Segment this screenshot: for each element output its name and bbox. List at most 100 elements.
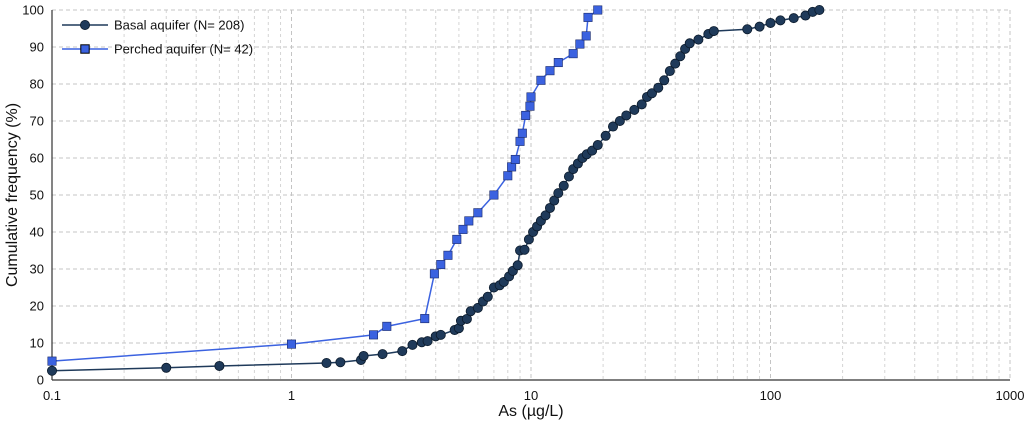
- data-point: [581, 31, 591, 41]
- data-point: [788, 13, 799, 24]
- data-point: [608, 121, 619, 132]
- y-tick-label: 0: [37, 373, 44, 388]
- data-point: [473, 208, 483, 218]
- y-tick-label: 30: [30, 262, 44, 277]
- y-tick-label: 20: [30, 299, 44, 314]
- data-point: [553, 188, 564, 199]
- data-point: [636, 99, 647, 110]
- x-tick-label: 10: [524, 388, 538, 403]
- data-point: [629, 104, 640, 115]
- data-point: [397, 346, 408, 357]
- series-layer: [47, 5, 825, 376]
- data-point: [452, 234, 462, 244]
- data-point: [286, 339, 296, 349]
- data-point: [765, 17, 776, 28]
- data-point: [553, 58, 563, 68]
- data-point: [161, 362, 172, 373]
- data-point: [621, 110, 632, 121]
- data-point: [684, 38, 695, 49]
- data-point: [563, 171, 574, 182]
- legend-entry-1: Basal aquifer (N= 208): [62, 18, 244, 33]
- data-point: [646, 88, 657, 99]
- legend-marker: [80, 19, 91, 30]
- data-point: [693, 34, 704, 45]
- data-point: [653, 82, 664, 93]
- data-point: [407, 339, 418, 350]
- data-point: [775, 15, 786, 26]
- data-point: [422, 336, 433, 347]
- y-tick-label: 40: [30, 225, 44, 240]
- data-point: [420, 314, 430, 324]
- data-point: [583, 12, 593, 22]
- data-point: [517, 128, 527, 138]
- data-point: [47, 365, 58, 376]
- data-point: [600, 130, 611, 141]
- legend: Basal aquifer (N= 208) Perched aquifer (N…: [62, 18, 253, 57]
- data-point: [575, 39, 585, 49]
- data-point: [558, 180, 569, 191]
- data-point: [443, 250, 453, 260]
- y-tick-label: 80: [30, 77, 44, 92]
- y-tick-label: 60: [30, 151, 44, 166]
- legend-label: Perched aquifer (N= 42): [114, 42, 253, 57]
- y-tick-label: 10: [30, 336, 44, 351]
- series-line: [51, 9, 599, 362]
- data-point: [545, 66, 555, 76]
- data-point: [214, 360, 225, 371]
- data-point: [526, 92, 536, 102]
- data-point: [670, 58, 681, 69]
- data-point: [382, 321, 392, 331]
- data-point: [358, 350, 369, 361]
- data-point: [814, 5, 825, 15]
- data-point: [458, 224, 468, 234]
- grid: [51, 9, 1011, 381]
- axes: 0.1 1 10 100 1000 0 10 20 30 40 50 60 70 80 90 100: [22, 3, 1024, 404]
- data-point: [742, 24, 753, 35]
- data-point: [515, 136, 525, 146]
- data-point: [335, 357, 346, 368]
- data-point: [754, 21, 765, 32]
- data-point: [525, 101, 535, 111]
- data-point: [369, 330, 379, 340]
- data-point: [377, 349, 388, 360]
- y-tick-label: 90: [30, 40, 44, 55]
- data-point: [510, 154, 520, 164]
- x-tick-label: 1000: [996, 388, 1024, 403]
- data-point: [675, 51, 686, 62]
- y-tick-label: 70: [30, 114, 44, 129]
- data-point: [519, 244, 530, 255]
- x-tick-label: 1: [288, 388, 295, 403]
- data-point: [429, 269, 439, 279]
- data-point: [659, 75, 670, 86]
- data-point: [664, 66, 675, 77]
- legend-marker: [80, 44, 90, 54]
- data-point: [435, 329, 446, 340]
- data-point: [568, 49, 578, 59]
- data-point: [592, 140, 603, 151]
- data-point: [464, 216, 474, 226]
- data-point: [540, 210, 551, 221]
- data-point: [521, 110, 531, 120]
- x-tick-label: 0.1: [43, 388, 61, 403]
- data-point: [482, 291, 493, 302]
- data-point: [436, 260, 446, 270]
- data-point: [544, 202, 555, 213]
- data-point: [536, 75, 546, 85]
- data-point: [708, 26, 719, 37]
- data-point: [489, 190, 499, 200]
- y-tick-label: 100: [22, 3, 44, 18]
- data-point: [593, 5, 603, 15]
- legend-entry-2: Perched aquifer (N= 42): [62, 42, 253, 57]
- data-point: [614, 116, 625, 127]
- data-point: [512, 260, 523, 271]
- x-tick-label: 100: [760, 388, 782, 403]
- series-2: [47, 5, 603, 366]
- legend-label: Basal aquifer (N= 208): [114, 18, 244, 33]
- data-point: [321, 357, 332, 368]
- data-point: [47, 356, 57, 366]
- x-axis-title: As (µg/L): [498, 403, 563, 420]
- data-point: [503, 171, 513, 181]
- y-tick-label: 50: [30, 188, 44, 203]
- data-point: [523, 234, 534, 245]
